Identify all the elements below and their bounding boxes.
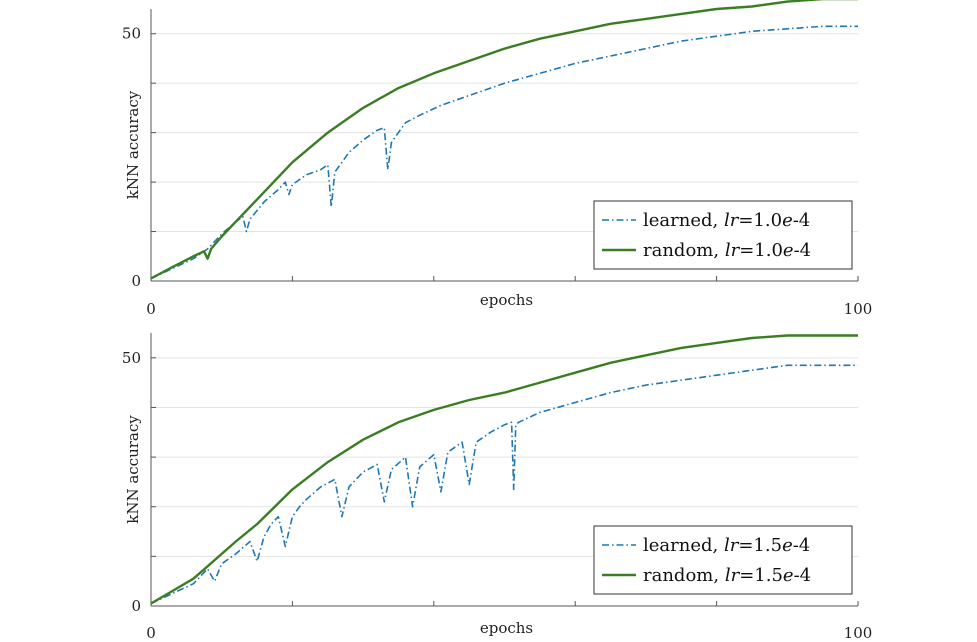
y-tick-label: 0 xyxy=(131,272,141,290)
legend-box xyxy=(593,200,853,270)
random-series-line xyxy=(150,0,858,280)
legend-box xyxy=(593,525,853,595)
y-axis-label: kNN accuracy xyxy=(124,415,142,524)
x-tick-label: 0 xyxy=(146,300,156,318)
learned-series-line xyxy=(150,25,858,280)
x-tick-label: 0 xyxy=(146,624,156,642)
legend-entry: random, lr=1.5e-4 xyxy=(643,565,811,586)
legend-entry: random, lr=1.0e-4 xyxy=(643,240,811,261)
y-tick-label: 50 xyxy=(122,25,141,43)
x-axis-label: epochs xyxy=(480,619,533,637)
y-tick-label: 50 xyxy=(122,349,141,367)
x-tick-label: 100 xyxy=(844,300,873,318)
chart-panel-1: 0 50 0 100 epochs kNN accuracy learned, lr=1.0… xyxy=(122,0,872,318)
legend: learned, lr=1.0e-4 random, lr=1.0e-4 xyxy=(593,200,853,270)
x-axis-label: epochs xyxy=(480,291,533,309)
y-axis-label: kNN accuracy xyxy=(124,90,142,199)
chart-panel-2: 0 50 0 100 epochs kNN accuracy learned, lr=1.5… xyxy=(122,333,872,642)
learned-series-line xyxy=(150,364,858,605)
y-tick-label: 0 xyxy=(131,597,141,615)
legend-entry: learned, lr=1.0e-4 xyxy=(643,210,810,231)
x-tick-label: 100 xyxy=(844,624,873,642)
random-series-line xyxy=(150,334,858,605)
legend-entry: learned, lr=1.5e-4 xyxy=(643,535,810,556)
legend: learned, lr=1.5e-4 random, lr=1.5e-4 xyxy=(593,525,853,595)
